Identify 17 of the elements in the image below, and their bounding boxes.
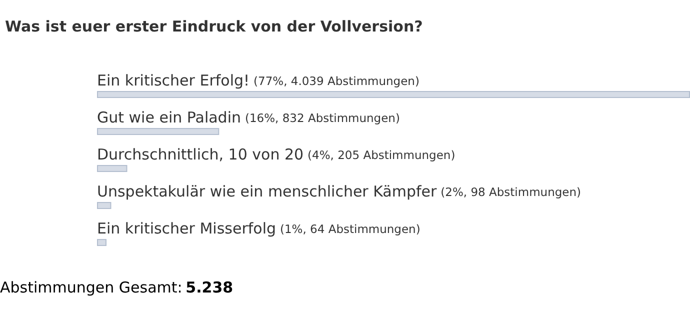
bar bbox=[97, 91, 690, 98]
bar bbox=[97, 165, 128, 172]
chart-title: Was ist euer erster Eindruck von der Vollversion? bbox=[5, 18, 423, 36]
annotation: (1%, 64 Abstimmungen) bbox=[280, 222, 420, 236]
annotation: (16%, 832 Abstimmungen) bbox=[245, 111, 400, 125]
y-tick-label: Ein kritischer Erfolg! bbox=[97, 72, 250, 90]
y-tick-label: Durchschnittlich, 10 von 20 bbox=[97, 146, 304, 164]
y-tick-label: Unspektakulär wie ein menschlicher Kämpfer bbox=[97, 182, 438, 200]
bar bbox=[97, 239, 106, 246]
y-tick-label: Gut wie ein Paladin bbox=[97, 108, 242, 126]
annotation: (4%, 205 Abstimmungen) bbox=[308, 148, 456, 162]
bar bbox=[97, 202, 112, 209]
y-tick-label: Ein kritischer Misserfolg bbox=[97, 220, 276, 238]
text: Abstimmungen Gesamt: 5.238 bbox=[0, 278, 234, 296]
bar bbox=[97, 128, 220, 135]
annotation: (2%, 98 Abstimmungen) bbox=[440, 185, 582, 199]
annotation: (77%, 4.039 Abstimmungen) bbox=[254, 74, 420, 88]
